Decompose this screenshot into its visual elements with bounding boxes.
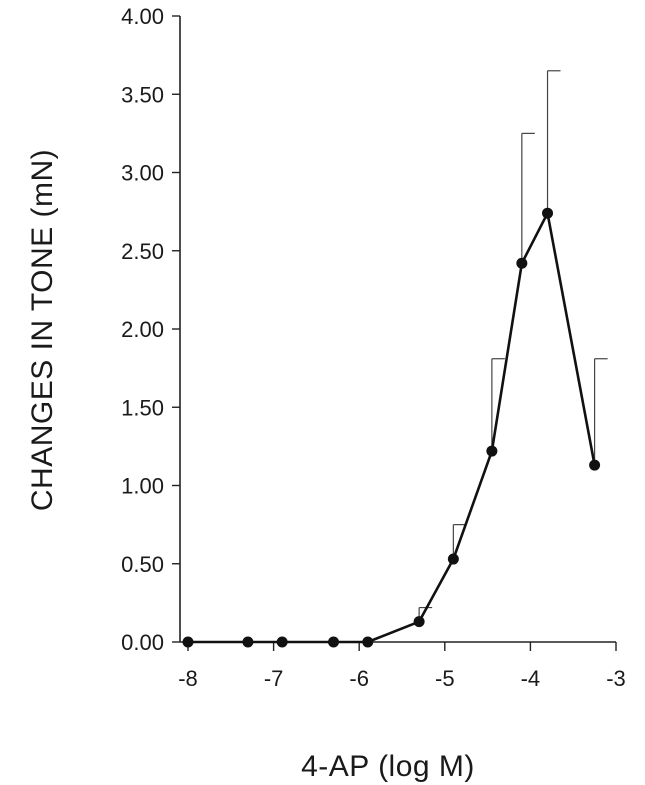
data-point — [362, 636, 374, 648]
data-point — [328, 636, 340, 648]
data-point — [182, 636, 194, 648]
x-tick-label: -4 — [521, 666, 541, 691]
x-tick-label: -8 — [178, 666, 198, 691]
y-tick-label: 2.50 — [121, 239, 164, 264]
y-tick-label: 3.50 — [121, 82, 164, 107]
x-tick-label: -3 — [606, 666, 626, 691]
data-point — [486, 445, 498, 457]
data-point — [447, 553, 459, 565]
y-axis: 0.00 0.50 1.00 1.50 2.00 2.50 3.00 3.50 4.00 — [121, 4, 181, 655]
series-line — [188, 211, 596, 644]
x-tick-label: -7 — [264, 666, 284, 691]
x-tick-label: -5 — [435, 666, 455, 691]
error-bars — [418, 70, 608, 622]
data-point — [516, 257, 528, 269]
y-tick-label: 4.00 — [121, 4, 164, 29]
data-series — [182, 207, 601, 648]
x-tick-label: -6 — [349, 666, 369, 691]
y-tick-label: 2.00 — [121, 317, 164, 342]
y-tick-label: 1.00 — [121, 474, 164, 499]
data-point — [276, 636, 288, 648]
x-axis-title: 4-AP (log M) — [301, 750, 475, 783]
y-tick-label: 3.00 — [121, 161, 164, 186]
data-point — [589, 459, 601, 471]
data-point — [542, 207, 554, 219]
data-point — [413, 616, 425, 628]
y-tick-label: 1.50 — [121, 395, 164, 420]
x-axis: -8 -7 -6 -5 -4 -3 — [178, 641, 626, 691]
y-axis-title: CHANGES IN TONE (mN) — [26, 149, 59, 511]
y-tick-label: 0.50 — [121, 552, 164, 577]
data-point — [242, 636, 254, 648]
y-tick-label: 0.00 — [121, 630, 164, 655]
